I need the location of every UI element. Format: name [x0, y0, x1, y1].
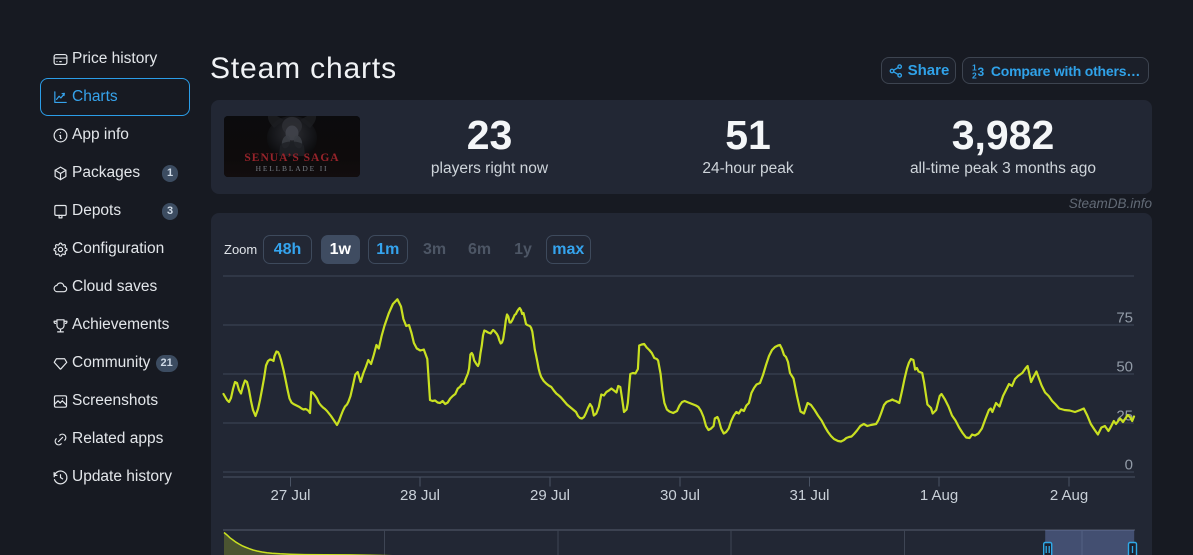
svg-text:0: 0	[1125, 457, 1133, 474]
svg-text:75: 75	[1116, 310, 1133, 327]
svg-text:3: 3	[977, 65, 984, 79]
svg-text:2 Aug: 2 Aug	[1050, 487, 1088, 504]
svg-text:30 Jul: 30 Jul	[660, 487, 700, 504]
svg-text:1: 1	[972, 63, 977, 73]
svg-text:2: 2	[972, 70, 977, 79]
svg-text:31 Jul: 31 Jul	[789, 487, 829, 504]
svg-text:27 Jul: 27 Jul	[270, 487, 310, 504]
svg-text:HELLBLADE II: HELLBLADE II	[256, 164, 329, 173]
svg-text:29 Jul: 29 Jul	[530, 487, 570, 504]
svg-text:28 Jul: 28 Jul	[400, 487, 440, 504]
svg-text:50: 50	[1116, 359, 1133, 376]
svg-text:SENUA’S SAGA: SENUA’S SAGA	[244, 152, 339, 164]
svg-text:1 Aug: 1 Aug	[920, 487, 958, 504]
